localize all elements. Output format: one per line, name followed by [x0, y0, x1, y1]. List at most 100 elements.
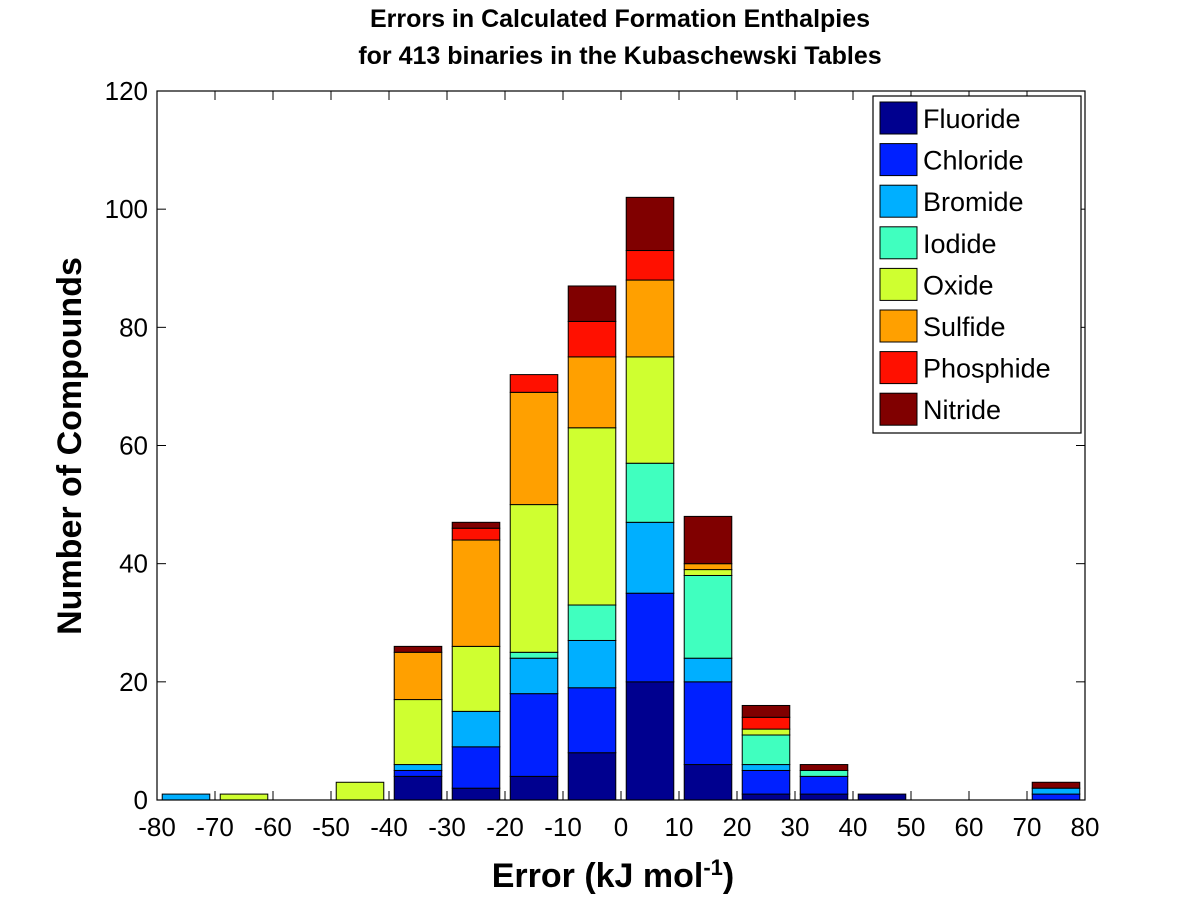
bar-chloride-bin-10	[741, 769, 791, 795]
x-tick-label: -10	[544, 812, 582, 842]
bar-oxide-bin-10	[741, 728, 791, 736]
legend-label-iodide: Iodide	[923, 229, 997, 259]
legend-swatch-nitride	[879, 392, 918, 426]
y-tick-label: 20	[119, 667, 148, 697]
bar-chloride-bin-11	[799, 775, 849, 795]
bar-nitride-bin-9	[683, 515, 733, 565]
y-tick-label: 60	[119, 431, 148, 461]
bar-oxide-bin-6	[509, 504, 559, 653]
x-tick-label: 0	[614, 812, 628, 842]
bar-nitride-bin-4	[393, 645, 443, 653]
bar-iodide-bin-8	[625, 462, 675, 523]
bar-nitride-bin-7	[567, 285, 617, 322]
bar-phosphide-bin-8	[625, 250, 675, 281]
bar-chloride-bin-7	[567, 687, 617, 754]
legend-label-bromide: Bromide	[923, 187, 1024, 217]
bar-bromide-bin-9	[683, 657, 733, 683]
x-tick-label: 80	[1071, 812, 1100, 842]
chart-subtitle: for 413 binaries in the Kubaschewski Tab…	[358, 42, 881, 70]
bar-sulfide-bin-5	[451, 539, 501, 647]
bar-phosphide-bin-10	[741, 716, 791, 730]
legend: Fluoride Chloride Bromide Iodide Oxide Sulfid…	[872, 95, 1082, 434]
legend-label-sulfide: Sulfide	[923, 312, 1006, 342]
x-tick-label: 20	[723, 812, 752, 842]
legend-swatch-iodide	[879, 226, 918, 260]
legend-swatch-phosphide	[879, 351, 918, 385]
bar-iodide-bin-9	[683, 574, 733, 659]
bar-bromide-bin-15	[1031, 787, 1081, 795]
bar-nitride-bin-10	[741, 704, 791, 718]
x-tick-label: 60	[955, 812, 984, 842]
bar-bromide-bin-4	[393, 764, 443, 771]
chart-title: Errors in Calculated Formation Enthalpie…	[370, 5, 870, 33]
x-tick-label: -40	[370, 812, 408, 842]
bar-fluoride-bin-5	[451, 787, 501, 801]
x-tick-label: 70	[1013, 812, 1042, 842]
legend-label-phosphide: Phosphide	[923, 354, 1051, 384]
bar-bromide-bin-7	[567, 639, 617, 689]
bar-phosphide-bin-6	[509, 374, 559, 393]
x-tick-label: -60	[254, 812, 292, 842]
bar-oxide-bin-8	[625, 356, 675, 464]
bar-chloride-bin-6	[509, 693, 559, 777]
bar-chloride-bin-9	[683, 681, 733, 766]
legend-label-oxide: Oxide	[923, 270, 994, 300]
x-tick-label: 10	[665, 812, 694, 842]
legend-label-nitride: Nitride	[923, 395, 1001, 425]
bar-bromide-bin-6	[509, 657, 559, 695]
x-tick-label: -20	[486, 812, 524, 842]
y-tick-label: 40	[119, 549, 148, 579]
bar-sulfide-bin-8	[625, 279, 675, 358]
bar-oxide-bin-1	[219, 793, 269, 801]
bar-fluoride-bin-8	[625, 681, 675, 801]
y-tick-label: 100	[105, 194, 148, 224]
bar-bromide-bin-5	[451, 710, 501, 748]
legend-swatch-bromide	[879, 184, 918, 218]
plot-frame	[156, 90, 1086, 801]
x-tick-label: 40	[839, 812, 868, 842]
bar-sulfide-bin-9	[683, 563, 733, 571]
bar-oxide-bin-5	[451, 645, 501, 712]
bar-sulfide-bin-6	[509, 391, 559, 506]
x-axis-label: Error (kJ mol-1)	[492, 855, 735, 896]
bar-oxide-bin-3	[335, 781, 385, 801]
x-tick-label: -80	[138, 812, 176, 842]
legend-swatch-oxide	[879, 267, 918, 301]
bar-iodide-bin-10	[741, 734, 791, 766]
bar-iodide-bin-11	[799, 769, 849, 777]
bar-bromide-bin-8	[625, 521, 675, 594]
bars-group	[161, 196, 1081, 801]
bar-fluoride-bin-10	[741, 793, 791, 801]
bar-fluoride-bin-7	[567, 752, 617, 801]
y-tick-label: 0	[134, 785, 148, 815]
bar-fluoride-bin-9	[683, 764, 733, 801]
legend-swatch-chloride	[879, 143, 918, 177]
legend-swatch-fluoride	[879, 101, 918, 135]
bar-iodide-bin-6	[509, 651, 559, 659]
bar-oxide-bin-9	[683, 569, 733, 576]
bar-fluoride-bin-4	[393, 775, 443, 801]
bar-chloride-bin-15	[1031, 793, 1081, 801]
y-axis-label: Number of Compounds	[51, 257, 89, 635]
legend-swatch-sulfide	[879, 309, 918, 343]
bar-iodide-bin-7	[567, 604, 617, 641]
bar-nitride-bin-15	[1031, 781, 1081, 789]
bar-chloride-bin-5	[451, 746, 501, 789]
bar-oxide-bin-7	[567, 427, 617, 606]
bar-phosphide-bin-5	[451, 527, 501, 541]
x-tick-label: -50	[312, 812, 350, 842]
bar-phosphide-bin-7	[567, 320, 617, 358]
bar-fluoride-bin-6	[509, 775, 559, 801]
bar-chloride-bin-8	[625, 592, 675, 683]
bar-oxide-bin-4	[393, 699, 443, 766]
bar-fluoride-bin-12	[857, 793, 907, 801]
x-tick-label: 50	[897, 812, 926, 842]
y-tick-label: 80	[119, 312, 148, 342]
bar-bromide-bin-10	[741, 764, 791, 771]
x-tick-label: -30	[428, 812, 466, 842]
bar-nitride-bin-5	[451, 521, 501, 529]
y-tick-label: 120	[105, 76, 148, 106]
legend-label-chloride: Chloride	[923, 146, 1024, 176]
bar-sulfide-bin-4	[393, 651, 443, 701]
